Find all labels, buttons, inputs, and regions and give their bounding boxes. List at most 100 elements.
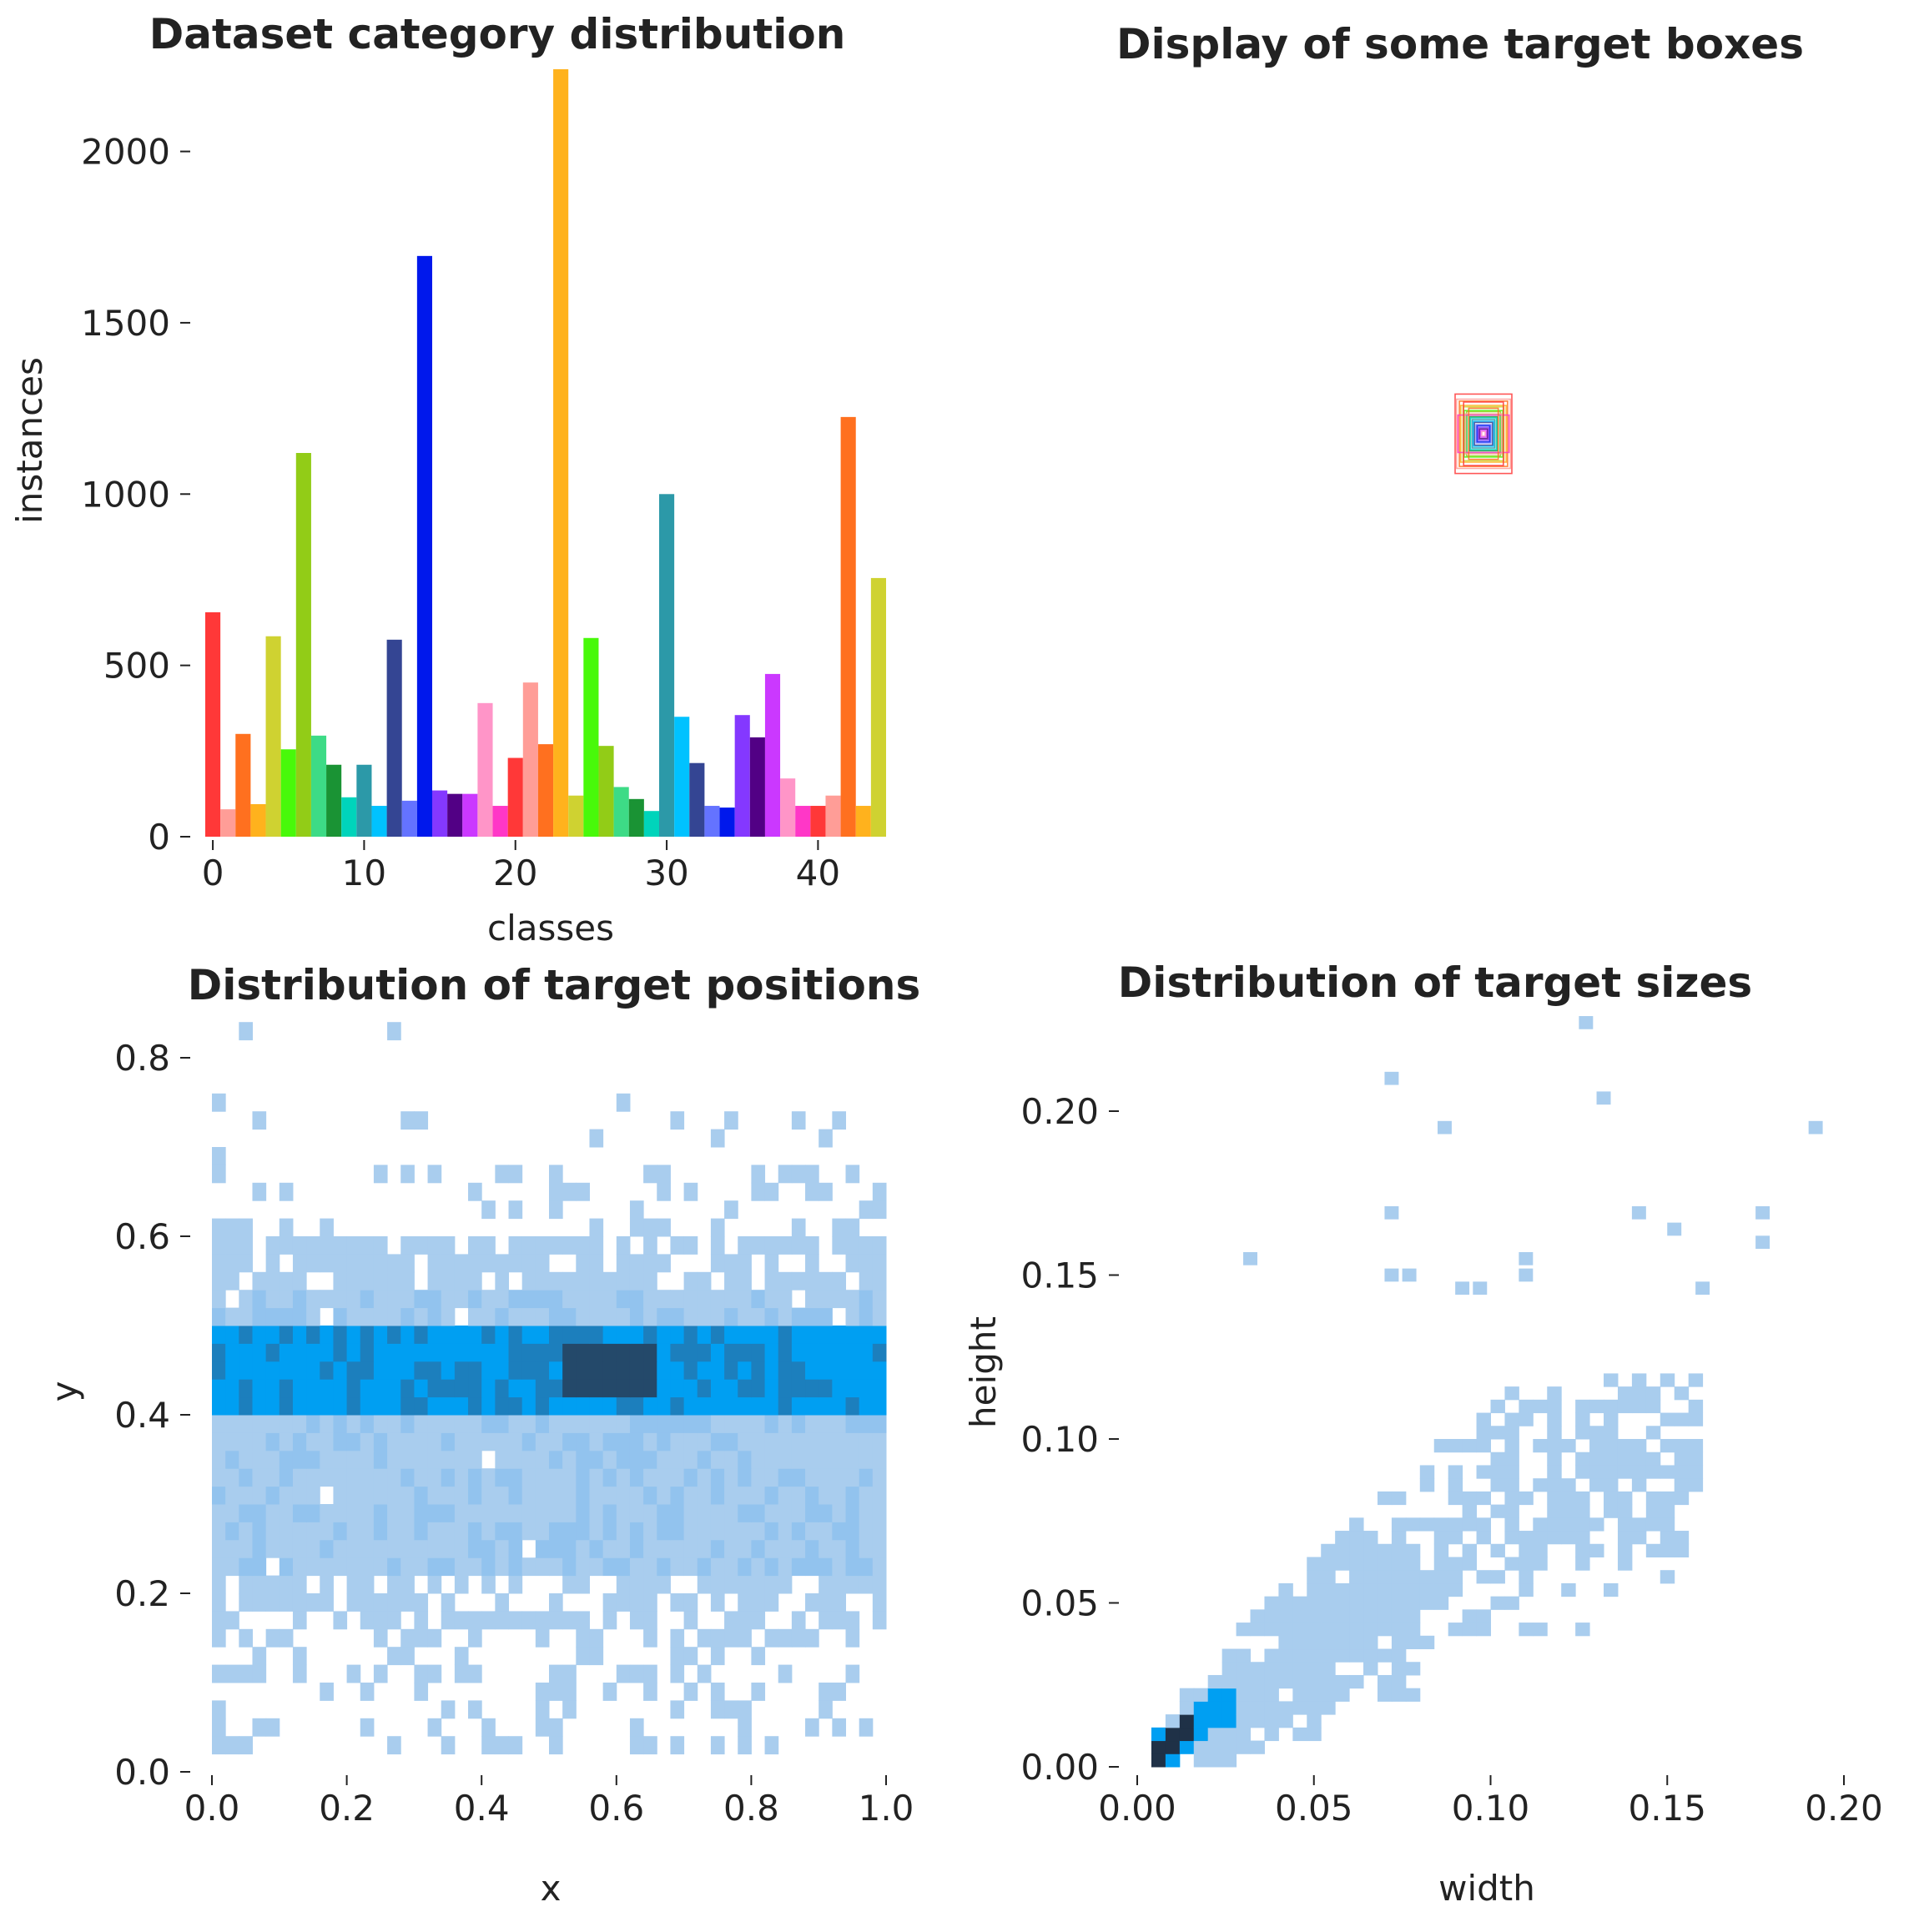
heatmap-cell xyxy=(1433,1570,1449,1584)
target-box xyxy=(1463,401,1504,466)
heatmap-cell xyxy=(454,1432,469,1452)
heatmap-cell xyxy=(872,1522,887,1541)
heatmap-cell xyxy=(710,1522,725,1541)
heatmap-cell xyxy=(562,1343,577,1362)
heatmap-cell xyxy=(724,1254,738,1273)
heatmap-cell xyxy=(845,1664,860,1683)
heatmap-cell xyxy=(279,1504,294,1522)
target-box xyxy=(1475,424,1492,444)
heatmap-cell xyxy=(427,1539,442,1558)
heatmap-cell xyxy=(562,1683,577,1701)
heatmap-cell xyxy=(346,1432,361,1452)
heatmap-cell xyxy=(441,1539,456,1558)
bar xyxy=(492,806,508,837)
heatmap-cell xyxy=(616,1468,631,1487)
target-box xyxy=(1468,407,1499,460)
heatmap-cell xyxy=(1547,1478,1562,1492)
heatmap-cell xyxy=(643,1664,657,1683)
heatmap-cell xyxy=(239,1307,253,1326)
heatmap-cell xyxy=(320,1218,334,1237)
heatmap-cell xyxy=(562,1182,577,1201)
heatmap-cell xyxy=(616,1396,631,1416)
heatmap-cell xyxy=(212,1575,226,1594)
heatmap-cell xyxy=(279,1271,294,1291)
heatmap-cell xyxy=(306,1361,320,1380)
heatmap-cell xyxy=(373,1165,388,1184)
heatmap-cell xyxy=(1476,1531,1491,1545)
heatmap-cell xyxy=(360,1432,375,1452)
heatmap-cell xyxy=(1250,1674,1265,1689)
heatmap-cell xyxy=(643,1522,657,1541)
heatmap-cell xyxy=(400,1361,415,1380)
y-tick-label: 0.00 xyxy=(1020,1747,1099,1788)
heatmap-cell xyxy=(697,1415,712,1433)
heatmap-cell xyxy=(643,1326,657,1344)
heatmap-cell xyxy=(549,1307,563,1326)
heatmap-cell xyxy=(292,1468,307,1487)
heatmap-cell xyxy=(724,1700,738,1719)
x-tick-label: 20 xyxy=(493,853,537,893)
heatmap-cell xyxy=(1808,1120,1823,1135)
heatmap-cell xyxy=(441,1415,456,1433)
heatmap-cell xyxy=(400,1468,415,1487)
bar xyxy=(522,682,538,837)
heatmap-cell xyxy=(845,1396,860,1416)
y-tick-label: 500 xyxy=(103,646,170,687)
heatmap-cell xyxy=(360,1557,375,1577)
heatmap-cell xyxy=(508,1379,523,1398)
heatmap-cell xyxy=(1207,1727,1223,1742)
heatmap-cell xyxy=(414,1432,429,1452)
heatmap-cell xyxy=(252,1593,267,1612)
heatmap-cell xyxy=(1307,1714,1322,1728)
heatmap-cell xyxy=(1292,1674,1307,1689)
heatmap-cell xyxy=(589,1396,604,1416)
heatmap-cell xyxy=(1645,1543,1661,1557)
heatmap-cell xyxy=(535,1396,550,1416)
heatmap-cell xyxy=(670,1415,685,1433)
heatmap-cell xyxy=(535,1468,550,1487)
heatmap-cell xyxy=(657,1218,671,1237)
heatmap-cell xyxy=(495,1522,510,1541)
heatmap-cell xyxy=(576,1236,590,1255)
heatmap-cell xyxy=(819,1182,833,1201)
heatmap-cell xyxy=(1321,1623,1336,1637)
heatmap-cell xyxy=(738,1415,752,1433)
heatmap-cell xyxy=(576,1415,590,1433)
heatmap-cell xyxy=(454,1611,469,1630)
heatmap-cell xyxy=(468,1182,482,1201)
heatmap-cell xyxy=(1617,1399,1633,1414)
heatmap-cell xyxy=(373,1236,388,1255)
heatmap-cell xyxy=(265,1236,280,1255)
heatmap-cell xyxy=(212,1236,226,1255)
heatmap-cell xyxy=(1335,1557,1350,1571)
heatmap-cell xyxy=(427,1379,442,1398)
heatmap-cell xyxy=(306,1432,320,1452)
heatmap-cell xyxy=(427,1271,442,1291)
heatmap-cell xyxy=(1660,1504,1675,1518)
heatmap-cell xyxy=(1391,1582,1407,1597)
heatmap-cell xyxy=(468,1254,482,1273)
heatmap-cell xyxy=(535,1718,550,1737)
heatmap-cell xyxy=(1321,1662,1336,1676)
heatmap-cell xyxy=(320,1504,334,1522)
heatmap-cell xyxy=(1236,1662,1252,1676)
heatmap-cell xyxy=(616,1432,631,1452)
heatmap-cell xyxy=(1604,1399,1619,1414)
heatmap-cell xyxy=(657,1432,671,1452)
heatmap-cell xyxy=(764,1361,779,1380)
heatmap-cell xyxy=(468,1290,482,1309)
heatmap-cell xyxy=(616,1271,631,1291)
heatmap-cell xyxy=(1377,1596,1393,1610)
heatmap-cell xyxy=(441,1486,456,1505)
heatmap-cell xyxy=(1335,1635,1350,1650)
heatmap-cell xyxy=(1307,1570,1322,1584)
heatmap-cell xyxy=(805,1236,819,1255)
heatmap-cell xyxy=(1533,1439,1548,1453)
heatmap-cell xyxy=(454,1254,469,1273)
heatmap-cell xyxy=(1165,1727,1181,1742)
heatmap-cell xyxy=(521,1379,536,1398)
heatmap-cell xyxy=(373,1486,388,1505)
heatmap-cell xyxy=(1476,1623,1491,1637)
heatmap-cell xyxy=(468,1522,482,1541)
heatmap-cell xyxy=(292,1522,307,1541)
